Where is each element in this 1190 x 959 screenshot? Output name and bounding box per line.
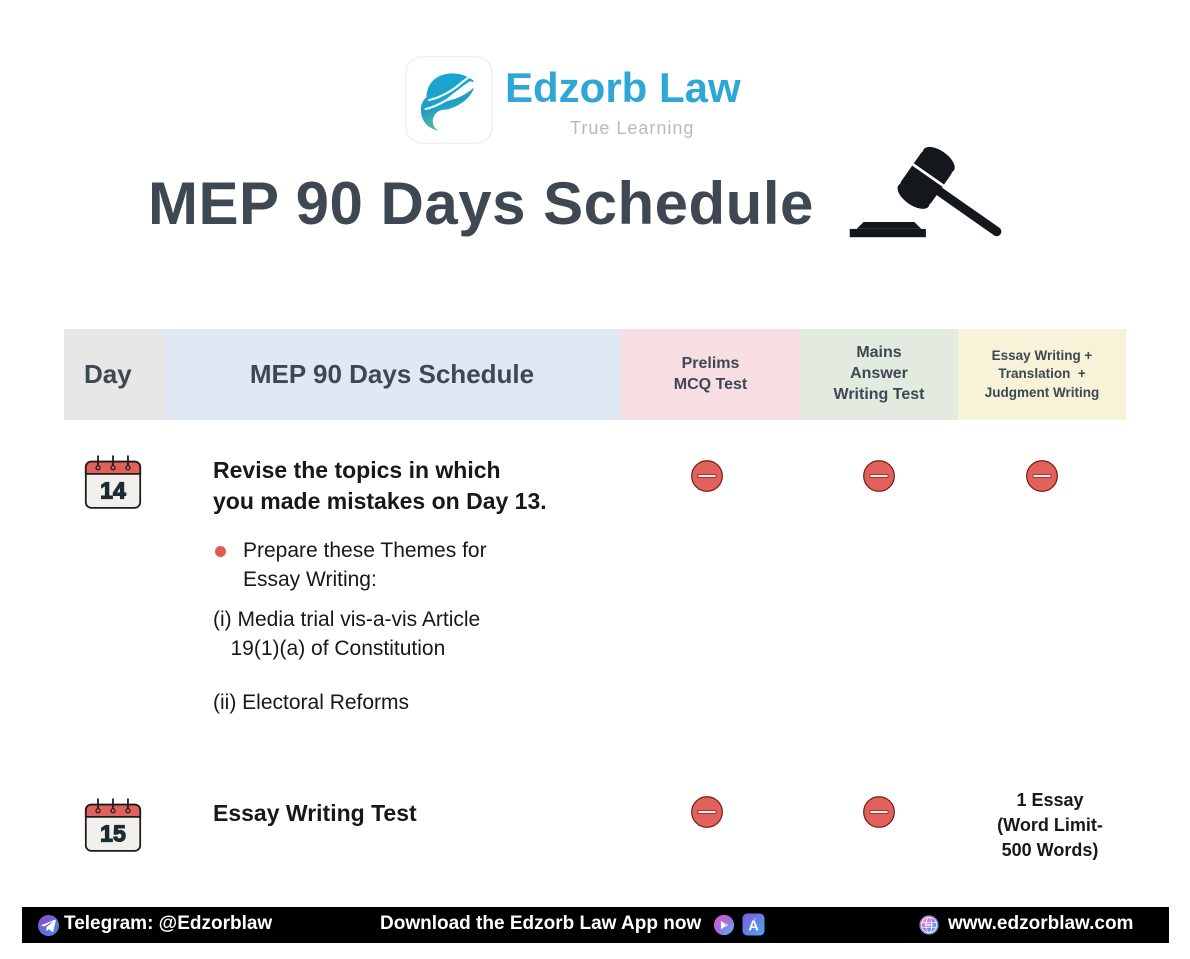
- svg-text:15: 15: [100, 820, 126, 846]
- svg-text:A: A: [748, 919, 758, 935]
- svg-text:www: www: [924, 923, 933, 927]
- svg-text:14: 14: [100, 477, 126, 503]
